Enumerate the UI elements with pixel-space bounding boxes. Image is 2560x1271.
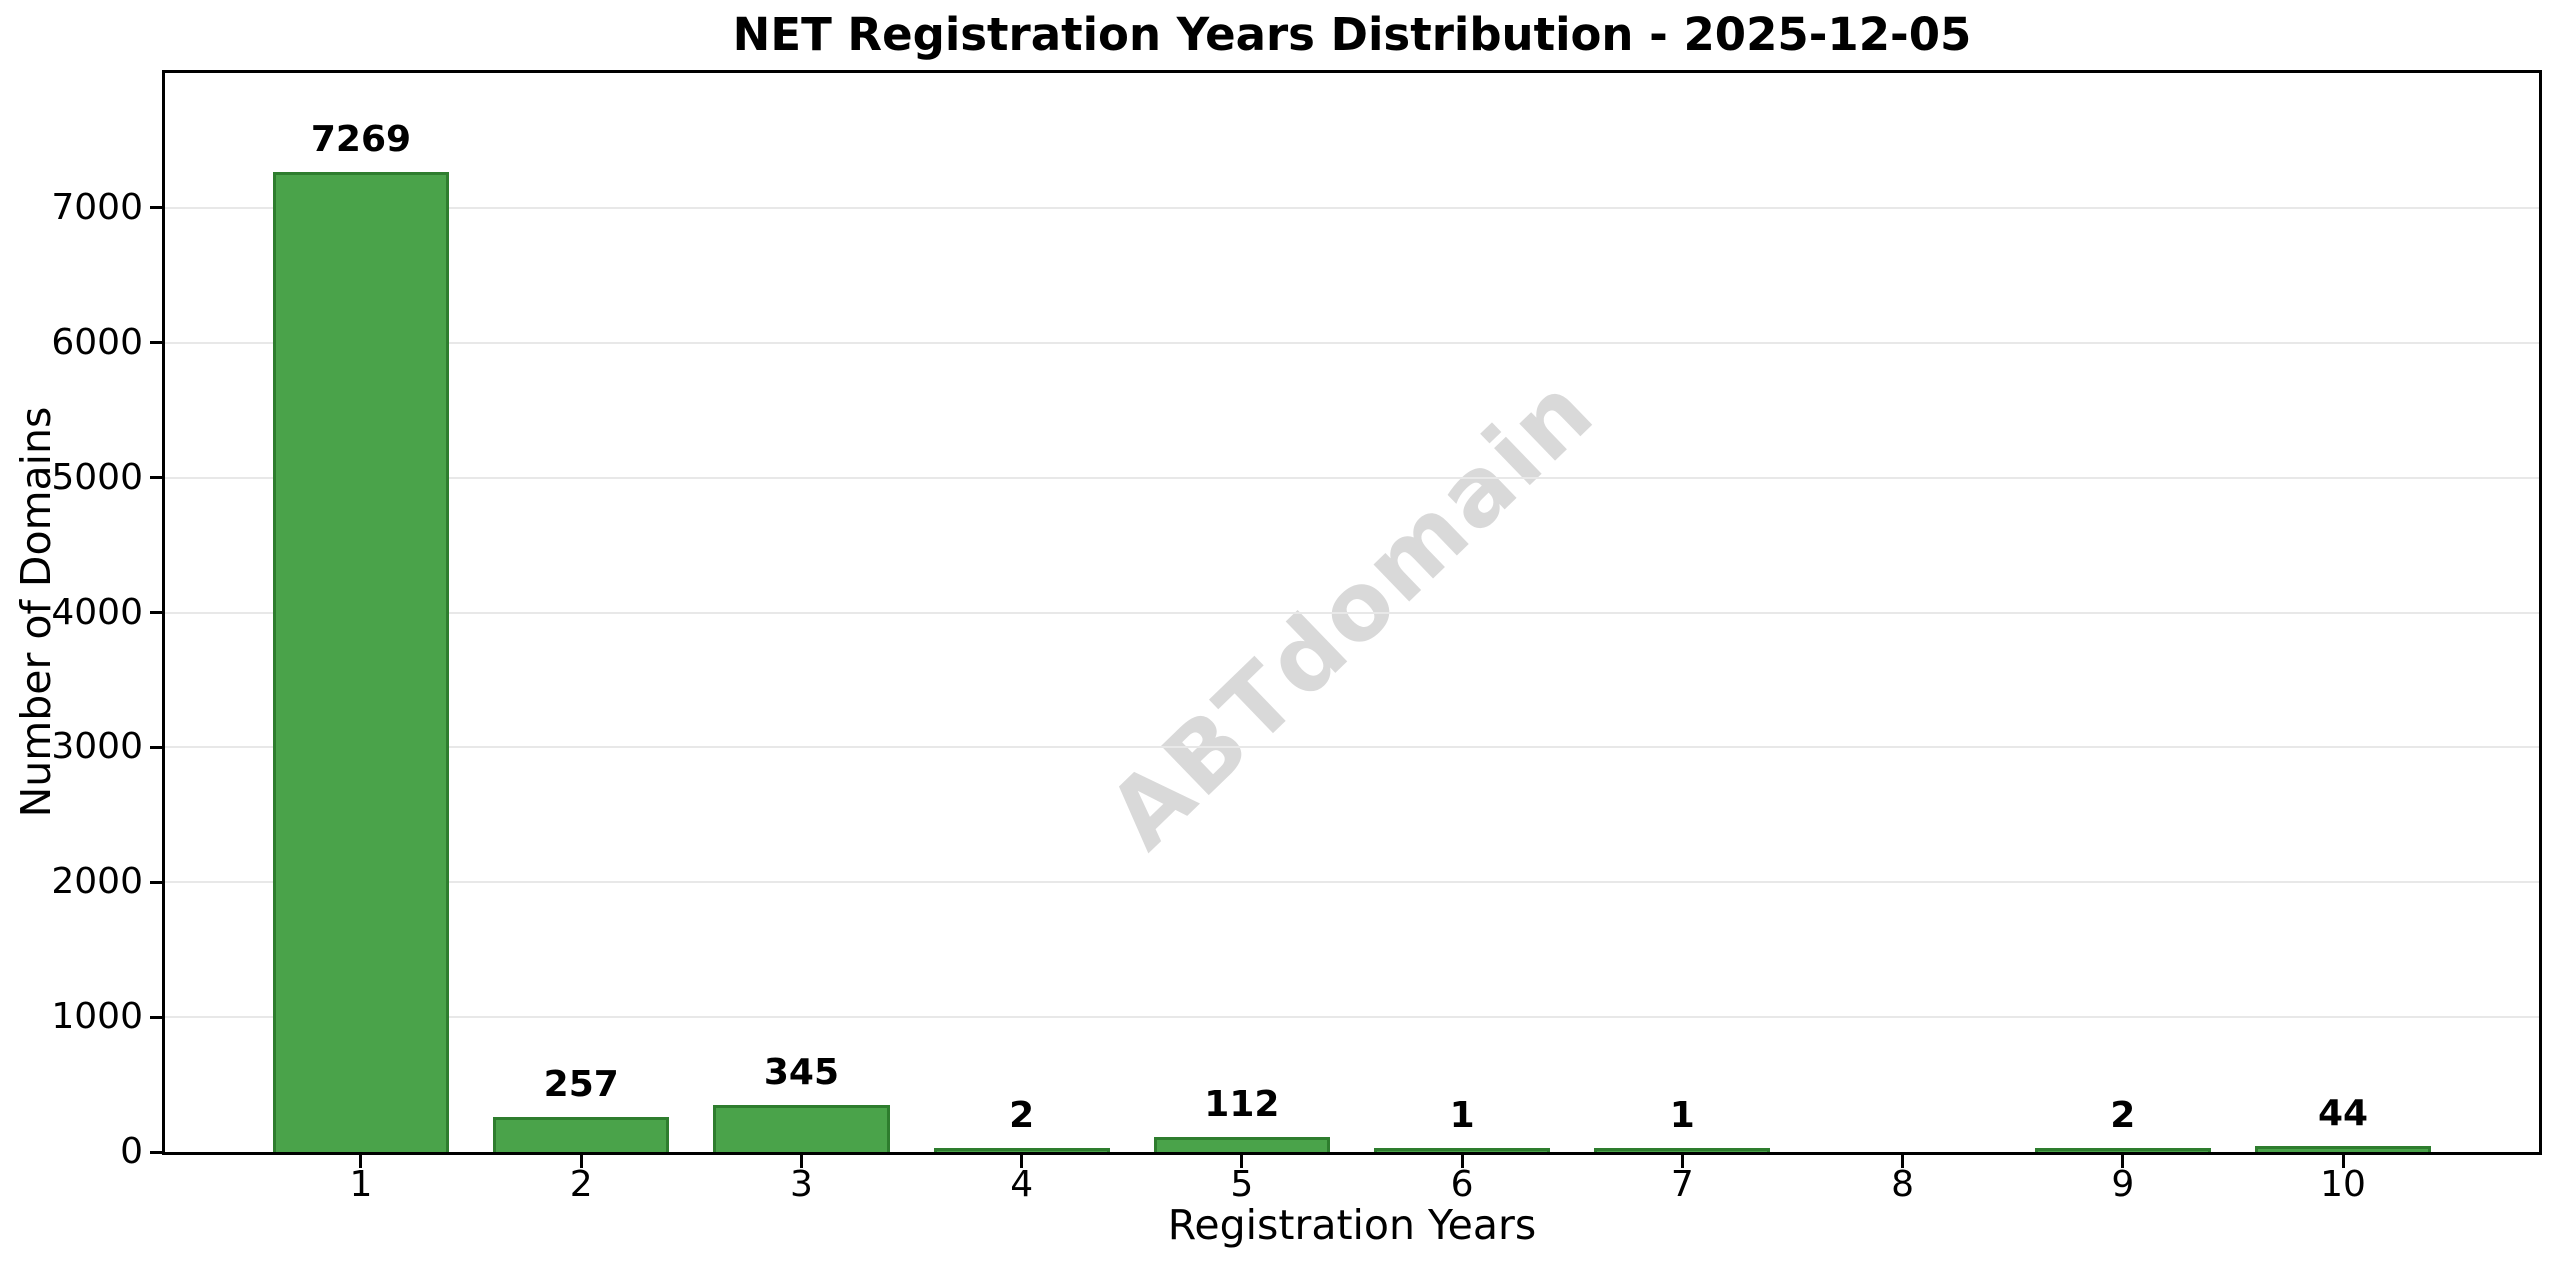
bar-value-label-10: 44 bbox=[2317, 1093, 2369, 1134]
x-tick-mark-3 bbox=[799, 1153, 803, 1168]
gridline-6000 bbox=[165, 341, 2539, 344]
bar-year-6 bbox=[1374, 1148, 1551, 1152]
x-tick-label-3: 3 bbox=[789, 1164, 813, 1205]
bar-year-7 bbox=[1594, 1148, 1771, 1152]
x-tick-label-6: 6 bbox=[1450, 1164, 1474, 1205]
y-tick-label-6000: 6000 bbox=[51, 321, 143, 363]
y-tick-mark-6000 bbox=[150, 341, 165, 345]
bar-year-10 bbox=[2254, 1146, 2432, 1152]
gridline-4000 bbox=[165, 611, 2539, 614]
gridline-1000 bbox=[165, 1016, 2539, 1019]
x-tick-label-1: 1 bbox=[349, 1164, 373, 1205]
bar-value-label-1: 7269 bbox=[310, 119, 412, 160]
y-tick-label-3000: 3000 bbox=[51, 726, 143, 768]
bar-value-label-3: 345 bbox=[763, 1052, 840, 1093]
y-tick-mark-5000 bbox=[150, 476, 165, 480]
bar-year-2 bbox=[493, 1117, 670, 1152]
x-tick-label-7: 7 bbox=[1670, 1164, 1694, 1205]
y-tick-mark-4000 bbox=[150, 611, 165, 614]
y-tick-label-0: 0 bbox=[120, 1131, 143, 1172]
y-tick-label-1000: 1000 bbox=[51, 996, 143, 1038]
bar-value-label-7: 1 bbox=[1669, 1095, 1695, 1136]
y-tick-mark-3000 bbox=[150, 745, 165, 749]
gridline-7000 bbox=[165, 206, 2539, 209]
y-tick-mark-1000 bbox=[150, 1015, 165, 1019]
gridline-3000 bbox=[165, 746, 2539, 749]
bar-year-9 bbox=[2034, 1148, 2211, 1152]
bar-year-1 bbox=[272, 172, 450, 1152]
x-tick-label-8: 8 bbox=[1891, 1164, 1914, 1205]
gridline-5000 bbox=[165, 476, 2539, 479]
y-tick-label-4000: 4000 bbox=[51, 591, 143, 633]
bar-value-label-4: 2 bbox=[1009, 1095, 1035, 1136]
x-tick-mark-5 bbox=[1240, 1153, 1244, 1168]
x-tick-mark-6 bbox=[1460, 1153, 1464, 1168]
plot-area: ABTdomain 7269 257 345 2 112 1 1 2 44 bbox=[162, 70, 2542, 1155]
x-tick-label-10: 10 bbox=[2320, 1164, 2366, 1205]
x-tick-label-4: 4 bbox=[1010, 1164, 1034, 1205]
chart-title: NET Registration Years Distribution - 20… bbox=[732, 8, 1972, 61]
y-tick-label-7000: 7000 bbox=[51, 186, 143, 228]
x-tick-label-9: 9 bbox=[2111, 1164, 2135, 1205]
bar-value-label-5: 112 bbox=[1204, 1084, 1280, 1125]
y-tick-mark-2000 bbox=[150, 880, 165, 884]
x-tick-mark-9 bbox=[2121, 1153, 2125, 1168]
x-tick-mark-1 bbox=[359, 1153, 363, 1168]
gridline-2000 bbox=[165, 881, 2539, 884]
x-tick-mark-10 bbox=[2341, 1153, 2345, 1168]
x-tick-mark-8 bbox=[1901, 1153, 1905, 1168]
y-tick-label-2000: 2000 bbox=[51, 861, 143, 903]
bar-year-5 bbox=[1153, 1137, 1330, 1152]
bar-year-4 bbox=[933, 1148, 1110, 1152]
y-tick-mark-7000 bbox=[150, 206, 165, 210]
bar-value-label-9: 2 bbox=[2110, 1095, 2136, 1136]
x-tick-label-5: 5 bbox=[1230, 1164, 1254, 1205]
bar-value-label-6: 1 bbox=[1449, 1095, 1475, 1136]
y-tick-label-5000: 5000 bbox=[51, 456, 143, 498]
x-axis-label: Registration Years bbox=[1167, 1201, 1537, 1249]
x-tick-mark-2 bbox=[579, 1153, 583, 1168]
bar-year-3 bbox=[713, 1105, 890, 1152]
y-tick-mark-0 bbox=[150, 1150, 165, 1154]
x-tick-mark-7 bbox=[1680, 1153, 1684, 1168]
x-tick-mark-4 bbox=[1020, 1153, 1024, 1168]
x-tick-label-2: 2 bbox=[569, 1164, 593, 1205]
bar-value-label-2: 257 bbox=[543, 1064, 619, 1105]
